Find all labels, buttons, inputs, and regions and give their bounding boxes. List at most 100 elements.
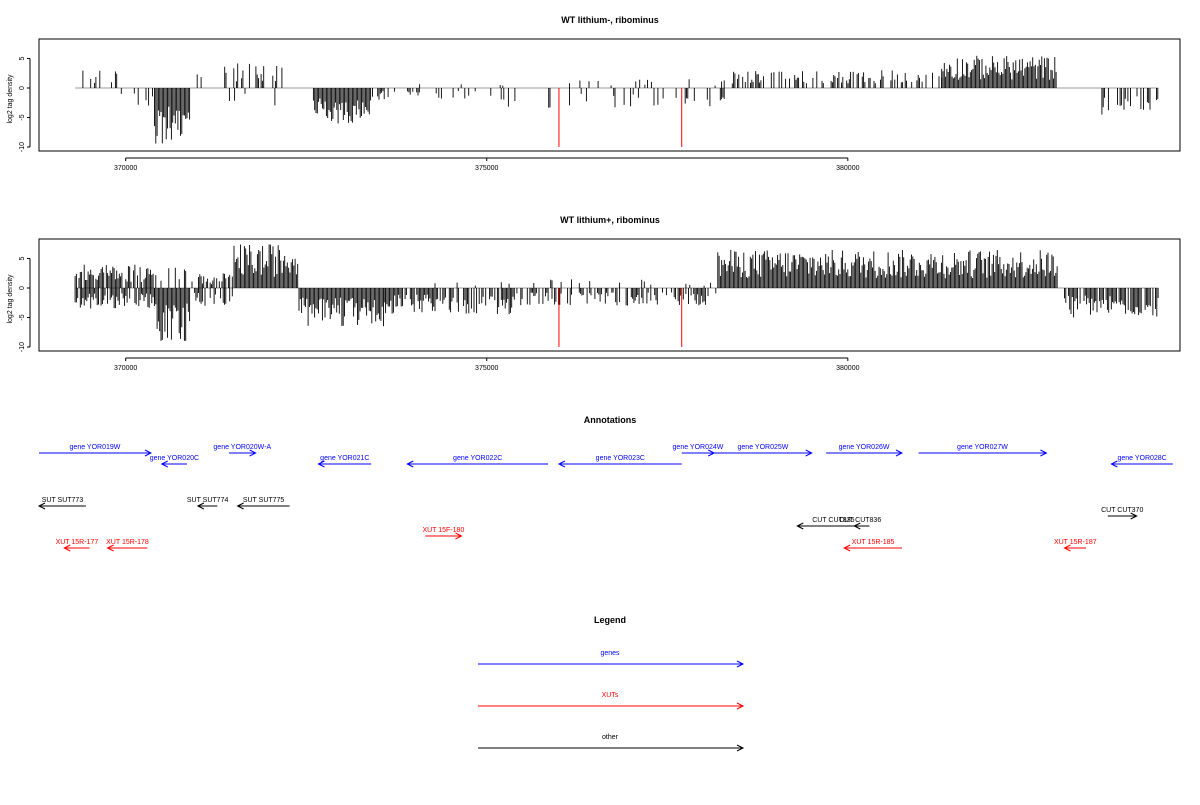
feature-xut: XUT 15R-178 [106, 539, 149, 552]
feature-arrow-head [805, 449, 813, 457]
feature-arrow-head [1063, 544, 1071, 552]
feature-arrow-head [796, 522, 804, 530]
signal-bars [82, 55, 1159, 144]
x-tick-label: 375000 [475, 165, 498, 172]
feature-xut: XUT 15R-177 [56, 539, 99, 552]
feature-label: CUT CUT835 [812, 517, 854, 524]
feature-label: XUT 15R-177 [56, 539, 99, 546]
feature-label: XUT 15F-180 [422, 527, 464, 534]
signal-bars [74, 244, 1159, 341]
feature-label: SUT SUT773 [42, 497, 84, 504]
chart-title: WT lithium-, ribominus [561, 15, 659, 25]
feature-arrow-head [1110, 460, 1118, 468]
feature-xut: XUT 15F-180 [422, 527, 464, 540]
feature-arrow-head [160, 460, 168, 468]
y-tick-label: 5 [19, 256, 26, 260]
feature-arrow-head [317, 460, 325, 468]
feature-label: gene YOR028C [1117, 455, 1166, 462]
feature-gene: gene YOR023C [557, 455, 682, 468]
y-tick-label: 0 [19, 86, 26, 90]
feature-label: gene YOR025W [738, 444, 789, 451]
feature-arrow-head [1130, 512, 1138, 520]
x-tick-label: 380000 [836, 165, 859, 172]
feature-gene: gene YOR025W [714, 444, 813, 457]
feature-arrow-head [895, 449, 904, 457]
legend-label: genes [600, 650, 620, 657]
feature-other: CUT CUT370 [1101, 507, 1143, 520]
feature-xut: XUT 15R-187 [1054, 539, 1097, 552]
feature-label: gene YOR026W [839, 444, 890, 451]
feature-label: CUT CUT836 [839, 517, 881, 524]
annotations-title: Annotations [584, 415, 637, 425]
feature-label: gene YOR020C [150, 455, 199, 462]
feature-label: XUT 15R-185 [852, 539, 895, 546]
feature-gene: gene YOR028C [1110, 455, 1173, 468]
legend-entry-gene: genes [478, 650, 745, 668]
feature-gene: gene YOR021C [317, 455, 372, 468]
x-tick-label: 380000 [836, 365, 859, 372]
feature-arrow-head [853, 522, 861, 530]
feature-label: gene YOR024W [673, 444, 724, 451]
feature-arrow-head [106, 544, 114, 552]
feature-label: SUT SUT774 [187, 497, 229, 504]
legend-label: other [602, 734, 619, 741]
panel-legend: Legend genes XUTs other [478, 615, 745, 752]
y-tick-label: -5 [19, 114, 26, 120]
feature-arrow-head [236, 502, 244, 510]
feature-arrow-head [37, 502, 46, 510]
x-tick-label: 370000 [114, 365, 137, 372]
feature-label: gene YOR020W-A [213, 444, 271, 451]
feature-label: XUT 15R-187 [1054, 539, 1097, 546]
feature-gene: gene YOR026W [826, 444, 904, 457]
feature-other: CUT CUT836 [839, 517, 881, 530]
feature-arrow-head [1040, 449, 1048, 457]
feature-label: gene YOR021C [320, 455, 369, 462]
feature-label: XUT 15R-178 [106, 539, 149, 546]
feature-other: SUT SUT774 [187, 497, 229, 510]
y-tick-label: 5 [19, 56, 26, 60]
feature-label: SUT SUT775 [243, 497, 285, 504]
y-axis-label: log2 tag density [7, 274, 14, 324]
legend-arrow-head [736, 702, 745, 710]
feature-gene: gene YOR022C [406, 455, 549, 468]
legend-title: Legend [594, 615, 626, 625]
feature-gene: gene YOR020C [150, 455, 199, 468]
feature-arrow-head [63, 544, 71, 552]
feature-gene: gene YOR024W [673, 444, 724, 457]
feature-label: gene YOR022C [453, 455, 502, 462]
legend-entry-xut: XUTs [478, 692, 745, 710]
feature-other: SUT SUT775 [236, 497, 290, 510]
x-tick-label: 375000 [475, 365, 498, 372]
feature-gene: gene YOR020W-A [213, 444, 271, 457]
plot-frame [38, 238, 1181, 352]
plot-frame [38, 38, 1181, 152]
feature-other: SUT SUT773 [37, 497, 86, 510]
feature-label: CUT CUT370 [1101, 507, 1143, 514]
feature-label: gene YOR023C [596, 455, 645, 462]
y-tick-label: -5 [19, 314, 26, 320]
panel-lithium-plus: WT lithium+, ribominus log2 tag density -1… [7, 215, 1181, 372]
y-tick-label: 0 [19, 286, 26, 290]
feature-arrow-head [144, 449, 153, 457]
feature-arrow-head [455, 532, 463, 540]
feature-arrow-head [557, 460, 566, 468]
feature-label: gene YOR027W [957, 444, 1008, 451]
feature-gene: gene YOR027W [918, 444, 1048, 457]
y-tick-label: -10 [19, 142, 26, 152]
y-axis-label: log2 tag density [7, 74, 14, 124]
x-tick-label: 370000 [114, 165, 137, 172]
legend-entry-other: other [478, 734, 745, 752]
legend-arrow-head [736, 660, 745, 668]
feature-arrow-head [249, 449, 257, 457]
legend-arrow-head [736, 744, 745, 752]
feature-arrow-head [406, 460, 414, 468]
chart-title: WT lithium+, ribominus [560, 215, 660, 225]
y-tick-label: -10 [19, 342, 26, 352]
feature-arrow-head [196, 502, 205, 510]
legend-label: XUTs [602, 692, 619, 699]
feature-arrow-head [843, 544, 851, 552]
panel-lithium-minus: WT lithium-, ribominus log2 tag density -1… [7, 15, 1181, 172]
panel-annotations: Annotations gene YOR019W gene YOR020C gene … [37, 415, 1173, 552]
